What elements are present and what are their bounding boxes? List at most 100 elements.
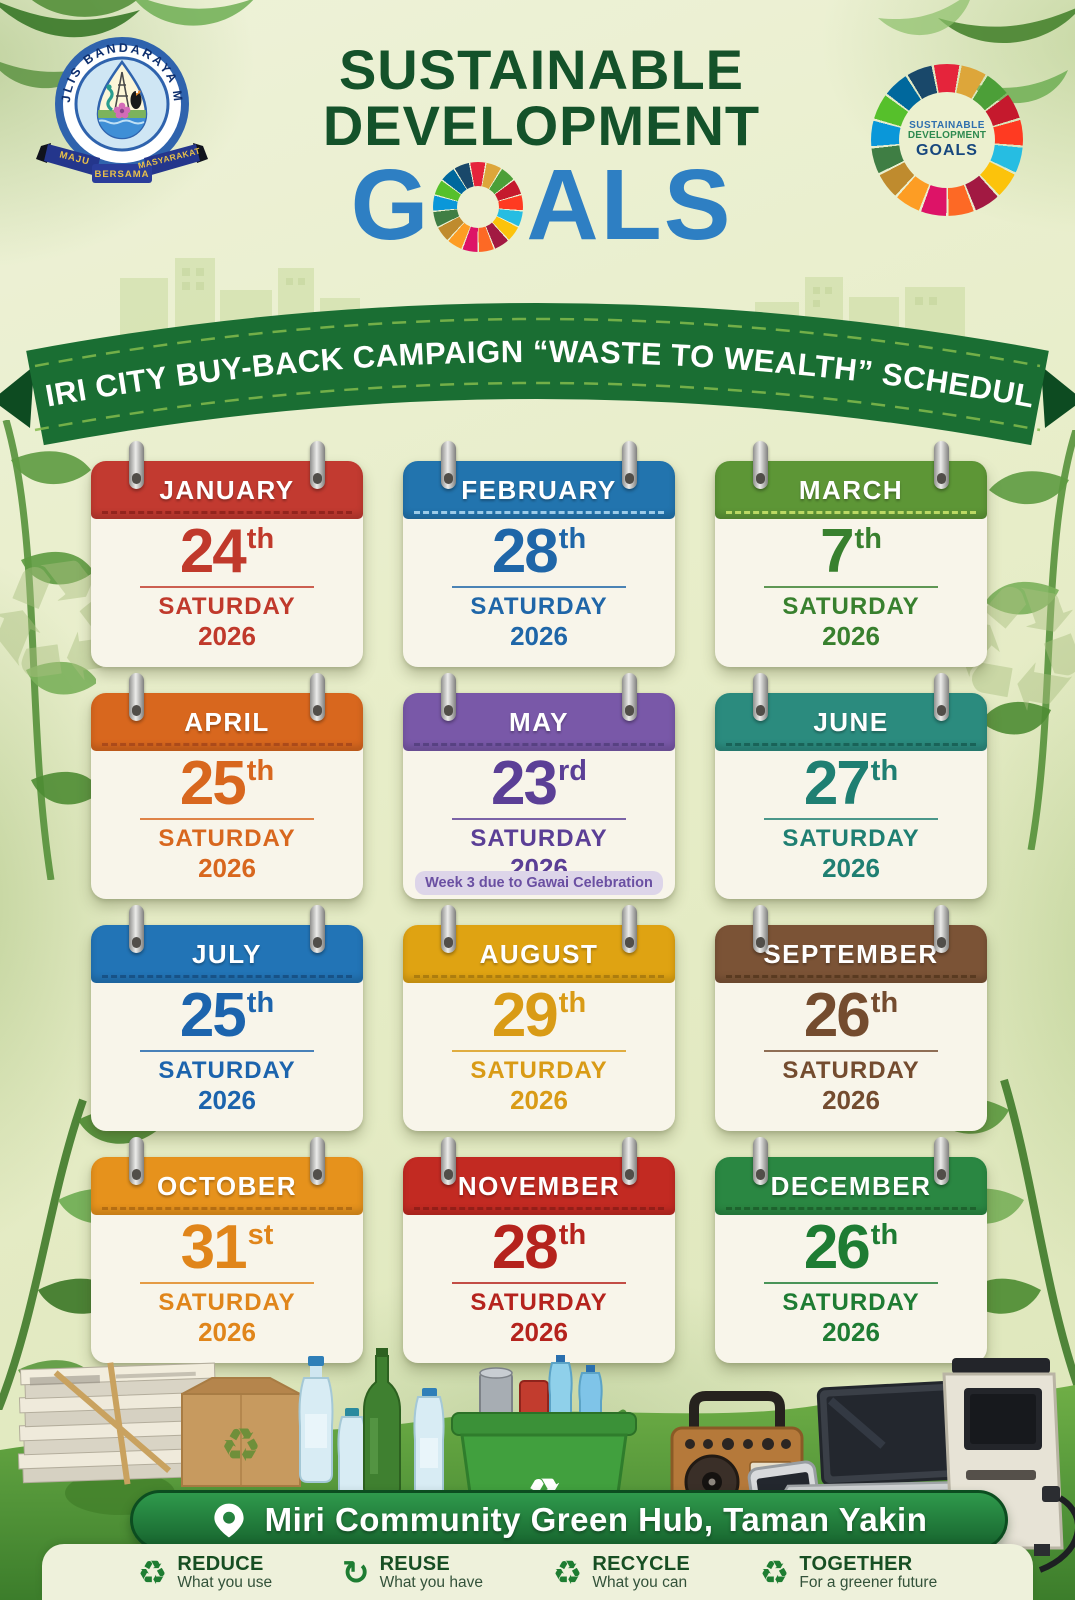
- binder-ring-icon: [753, 441, 768, 489]
- date: 31st: [91, 1217, 363, 1279]
- location-text: Miri Community Green Hub, Taman Yakin: [264, 1501, 928, 1538]
- header-dashed-line: [414, 1207, 664, 1210]
- month-name: APRIL: [184, 706, 270, 737]
- month-name: JULY: [191, 938, 263, 969]
- date: 28th: [403, 1217, 675, 1279]
- binder-ring-icon: [129, 441, 144, 489]
- year: 2026: [822, 621, 880, 651]
- location-bar: Miri Community Green Hub, Taman Yakin: [130, 1490, 1008, 1550]
- date-ordinal: th: [870, 1219, 899, 1251]
- month-body: 24th SATURDAY 2026: [91, 519, 363, 667]
- binder-ring-icon: [310, 441, 325, 489]
- binder-ring-icon: [622, 441, 637, 489]
- month-name: OCTOBER: [156, 1170, 298, 1201]
- binder-ring-icon: [129, 1137, 144, 1185]
- binder-ring-icon: [441, 673, 456, 721]
- date-ordinal: th: [246, 987, 275, 1019]
- binder-ring-icon: [622, 905, 637, 953]
- poster-title: SUSTAINABLE DEVELOPMENT G ALS: [236, 38, 847, 261]
- date-ordinal: st: [247, 1219, 274, 1251]
- month-card-july: JULY 25th SATURDAY 2026: [91, 905, 363, 1131]
- month-card-may: MAY 23rd SATURDAY 2026 Week 3 due to Gaw…: [403, 673, 675, 899]
- year: 2026: [198, 853, 256, 883]
- header-dashed-line: [102, 511, 352, 514]
- month-card-december: DECEMBER 26th SATURDAY 2026: [715, 1137, 987, 1363]
- plastic-bottles-illustration: [298, 1356, 445, 1502]
- month-body: 26th SATURDAY 2026: [715, 1215, 987, 1363]
- date: 27th: [715, 753, 987, 815]
- date: 26th: [715, 985, 987, 1047]
- leaf-decoration-left: [2, 420, 96, 880]
- date-day: 26: [803, 981, 871, 1050]
- binder-ring-icon: [129, 905, 144, 953]
- year: 2026: [198, 1085, 256, 1115]
- sdg-wheel-icon: [433, 162, 524, 252]
- header-dashed-line: [102, 975, 352, 978]
- header-dashed-line: [102, 743, 352, 746]
- recyclables-scene: ♻: [0, 1328, 1075, 1600]
- binder-ring-icon: [753, 905, 768, 953]
- month-card-april: APRIL 25th SATURDAY 2026: [91, 673, 363, 899]
- weekday: SATURDAY: [470, 1289, 608, 1316]
- footer-item: ↻ REUSE What you have: [342, 1553, 483, 1592]
- header: MAJLIS BANDARAYA MIRI: [0, 0, 1075, 288]
- binder-ring-icon: [310, 905, 325, 953]
- month-name: JANUARY: [159, 474, 295, 505]
- goals-g: G: [350, 149, 431, 261]
- header-dashed-line: [414, 511, 664, 514]
- header-dashed-line: [726, 1207, 976, 1210]
- date: 24th: [91, 521, 363, 583]
- weekday: SATURDAY: [782, 593, 920, 620]
- month-card-january: JANUARY 24th SATURDAY 2026: [91, 441, 363, 667]
- binder-ring-icon: [129, 673, 144, 721]
- header-dashed-line: [414, 975, 664, 978]
- binder-ring-icon: [753, 1137, 768, 1185]
- binder-ring-icon: [441, 441, 456, 489]
- binder-ring-icon: [310, 1137, 325, 1185]
- date-ordinal: th: [558, 1219, 587, 1251]
- campaign-banner: MIRI CITY BUY-BACK CAMPAIGN “WASTE TO WE…: [0, 288, 1075, 453]
- date-day: 28: [491, 517, 559, 586]
- footer-item-title: TOGETHER: [799, 1552, 913, 1575]
- date-underline: [451, 1282, 627, 1284]
- date: 25th: [91, 753, 363, 815]
- month-body: 26th SATURDAY 2026: [715, 983, 987, 1131]
- date-day: 23: [491, 749, 558, 818]
- date-ordinal: th: [870, 987, 899, 1019]
- date-ordinal: th: [558, 987, 587, 1019]
- date-day: 26: [803, 1213, 871, 1282]
- binder-ring-icon: [934, 905, 949, 953]
- glass-bottle-illustration: [363, 1348, 401, 1497]
- footer-item-texts: REUSE What you have: [380, 1553, 483, 1592]
- month-body: 25th SATURDAY 2026: [91, 751, 363, 899]
- title-line-1: SUSTAINABLE: [338, 38, 745, 101]
- month-card-september: SEPTEMBER 26th SATURDAY 2026: [715, 905, 987, 1131]
- year: 2026: [510, 621, 568, 651]
- header-dashed-line: [726, 975, 976, 978]
- date-underline: [139, 818, 315, 820]
- month-body: 28th SATURDAY 2026: [403, 519, 675, 667]
- binder-ring-icon: [622, 673, 637, 721]
- date-day: 31: [180, 1213, 248, 1282]
- date-underline: [139, 586, 315, 588]
- month-name: DECEMBER: [770, 1170, 932, 1201]
- footer-item-texts: RECYCLE What you can: [592, 1553, 690, 1592]
- svg-text:♻: ♻: [220, 1418, 261, 1472]
- date-ordinal: th: [870, 755, 899, 787]
- svg-text:BERSAMA: BERSAMA: [94, 169, 149, 180]
- date-underline: [763, 818, 939, 820]
- miri-city-council-crest: MAJLIS BANDARAYA MIRI: [30, 13, 236, 217]
- month-body: 23rd SATURDAY 2026 Week 3 due to Gawai C…: [403, 751, 675, 899]
- recycle-icon: ♻: [137, 1553, 168, 1593]
- month-body: 31st SATURDAY 2026: [91, 1215, 363, 1363]
- footer-item: ♻ REDUCE What you use: [137, 1553, 272, 1593]
- date-ordinal: rd: [557, 755, 587, 787]
- binder-ring-icon: [441, 905, 456, 953]
- footer-strip: ♻ REDUCE What you use ↻ REUSE What you h…: [42, 1544, 1033, 1600]
- cardboard-box-illustration: ♻: [181, 1377, 301, 1487]
- month-body: 7th SATURDAY 2026: [715, 519, 987, 667]
- year: 2026: [822, 853, 880, 883]
- recycle-icon: ♻: [552, 1553, 583, 1593]
- month-body: 29th SATURDAY 2026: [403, 983, 675, 1131]
